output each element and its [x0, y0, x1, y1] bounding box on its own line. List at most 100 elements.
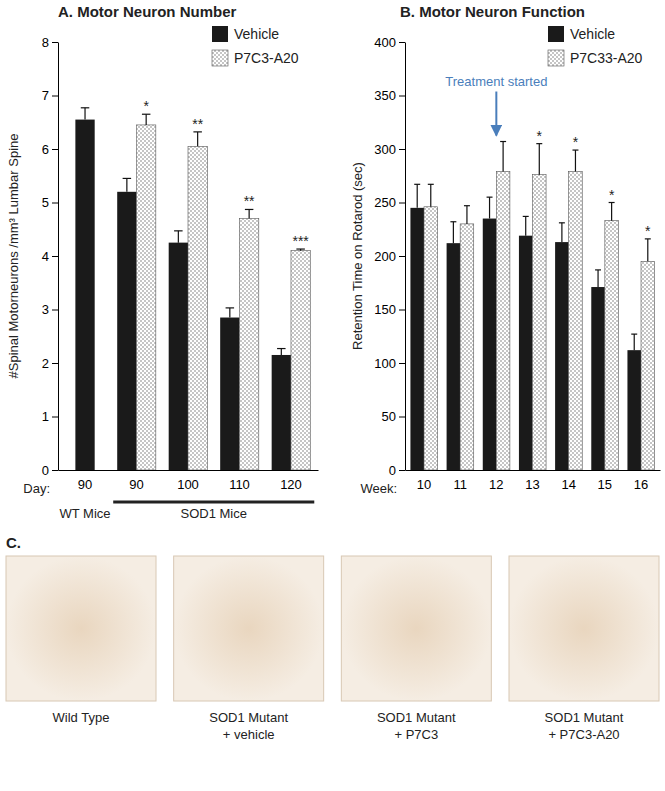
error-stem: [647, 239, 648, 261]
bar: [627, 350, 641, 470]
error-stem: [489, 197, 490, 218]
x-tick: 16: [634, 470, 648, 492]
error-bar: [631, 334, 637, 350]
error-bar: [559, 223, 565, 242]
y-tick-label: 0: [389, 463, 396, 478]
error-bar: [245, 209, 253, 218]
bar: [169, 243, 188, 470]
y-tick: 3: [42, 302, 58, 317]
y-tick-mark: [399, 96, 405, 97]
y-tick-label: 50: [382, 409, 396, 424]
error-cap: [500, 141, 506, 142]
error-stem: [281, 349, 282, 355]
y-tick: 400: [374, 35, 405, 50]
y-tick-label: 0: [42, 463, 49, 478]
bar: [569, 171, 583, 470]
x-tick-label: 11: [453, 477, 467, 492]
y-tick-mark: [52, 310, 58, 311]
bar: [555, 242, 569, 470]
error-cap: [559, 222, 565, 223]
error-cap: [277, 348, 285, 349]
significance-label: *: [143, 98, 149, 114]
error-cap: [226, 307, 234, 308]
image-caption: SOD1 Mutant: [209, 710, 288, 725]
x-tick-label: 90: [78, 477, 92, 492]
micrograph: [6, 556, 156, 701]
error-bar: [428, 184, 434, 206]
y-tick-mark: [52, 363, 58, 364]
image-caption: + P7C3: [394, 727, 438, 742]
x-tick: 10: [417, 470, 431, 492]
bar: [239, 219, 258, 470]
x-tick: 90: [78, 470, 92, 492]
y-axis-title: #Spinal Motorneurons /mm³ Lumbar Spine: [6, 134, 21, 379]
y-tick-mark: [399, 203, 405, 204]
error-stem: [249, 209, 250, 218]
legend-label: P7C33-A20: [570, 50, 643, 66]
error-bar: [609, 203, 615, 221]
y-tick-mark: [399, 363, 405, 364]
error-cap: [123, 178, 131, 179]
y-tick: 200: [374, 249, 405, 264]
bar: [424, 207, 438, 470]
y-tick-mark: [399, 417, 405, 418]
significance-label: *: [537, 128, 543, 144]
error-cap: [523, 216, 529, 217]
group-label: WT Mice: [60, 506, 111, 521]
error-stem: [229, 308, 230, 318]
significance-label: **: [192, 116, 203, 132]
y-tick: 4: [42, 249, 58, 264]
chart-title: A. Motor Neuron Number: [58, 3, 236, 20]
y-tick-mark: [52, 42, 58, 43]
y-tick-label: 400: [374, 35, 396, 50]
error-stem: [539, 144, 540, 175]
x-axis: 9090100110120: [59, 470, 319, 492]
group-bracket: [113, 501, 314, 504]
x-tick: 90: [129, 470, 143, 492]
legend-label: P7C3-A20: [234, 50, 299, 66]
micrograph: [174, 556, 324, 701]
error-stem: [146, 114, 147, 125]
chart-panel: B. Motor Neuron FunctionRetention Time o…: [350, 3, 661, 496]
y-axis: 012345678: [42, 35, 59, 478]
y-tick-label: 3: [42, 302, 49, 317]
y-tick: 6: [42, 142, 58, 157]
plot-marks: [75, 108, 310, 470]
annotation-text: Treatment started: [445, 74, 547, 89]
error-bar: [645, 239, 651, 261]
bar: [519, 236, 533, 470]
y-tick-label: 4: [42, 249, 49, 264]
x-axis-prefix: Week:: [360, 481, 397, 496]
error-bar: [277, 349, 285, 355]
y-tick-mark: [52, 256, 58, 257]
y-tick: 150: [374, 302, 405, 317]
error-cap: [174, 230, 182, 231]
error-cap: [487, 197, 493, 198]
y-axis-title: Retention Time on Rotarod (sec): [350, 162, 365, 350]
bar: [75, 120, 94, 470]
group-label: SOD1 Mice: [181, 506, 247, 521]
significance-label: *: [645, 223, 651, 239]
x-axis: 10111213141516: [406, 470, 661, 492]
image-caption: Wild Type: [53, 710, 110, 725]
error-stem: [561, 223, 562, 242]
error-cap: [450, 221, 456, 222]
plot-marks: [410, 142, 654, 470]
error-stem: [634, 334, 635, 350]
y-axis-line: [405, 43, 406, 471]
y-tick-label: 1: [42, 409, 49, 424]
x-tick: 15: [598, 470, 612, 492]
y-tick: 100: [374, 356, 405, 371]
x-tick: 12: [489, 470, 503, 492]
error-bar: [174, 231, 182, 243]
error-stem: [466, 206, 467, 224]
significance-label: *: [609, 187, 615, 203]
x-tick: 120: [280, 470, 302, 492]
image-caption: + P7C3-A20: [548, 727, 619, 742]
x-axis-line: [59, 470, 319, 471]
y-tick: 1: [42, 409, 58, 424]
x-tick: 100: [177, 470, 199, 492]
x-tick-label: 14: [561, 477, 575, 492]
y-tick-mark: [399, 149, 405, 150]
error-stem: [611, 203, 612, 221]
